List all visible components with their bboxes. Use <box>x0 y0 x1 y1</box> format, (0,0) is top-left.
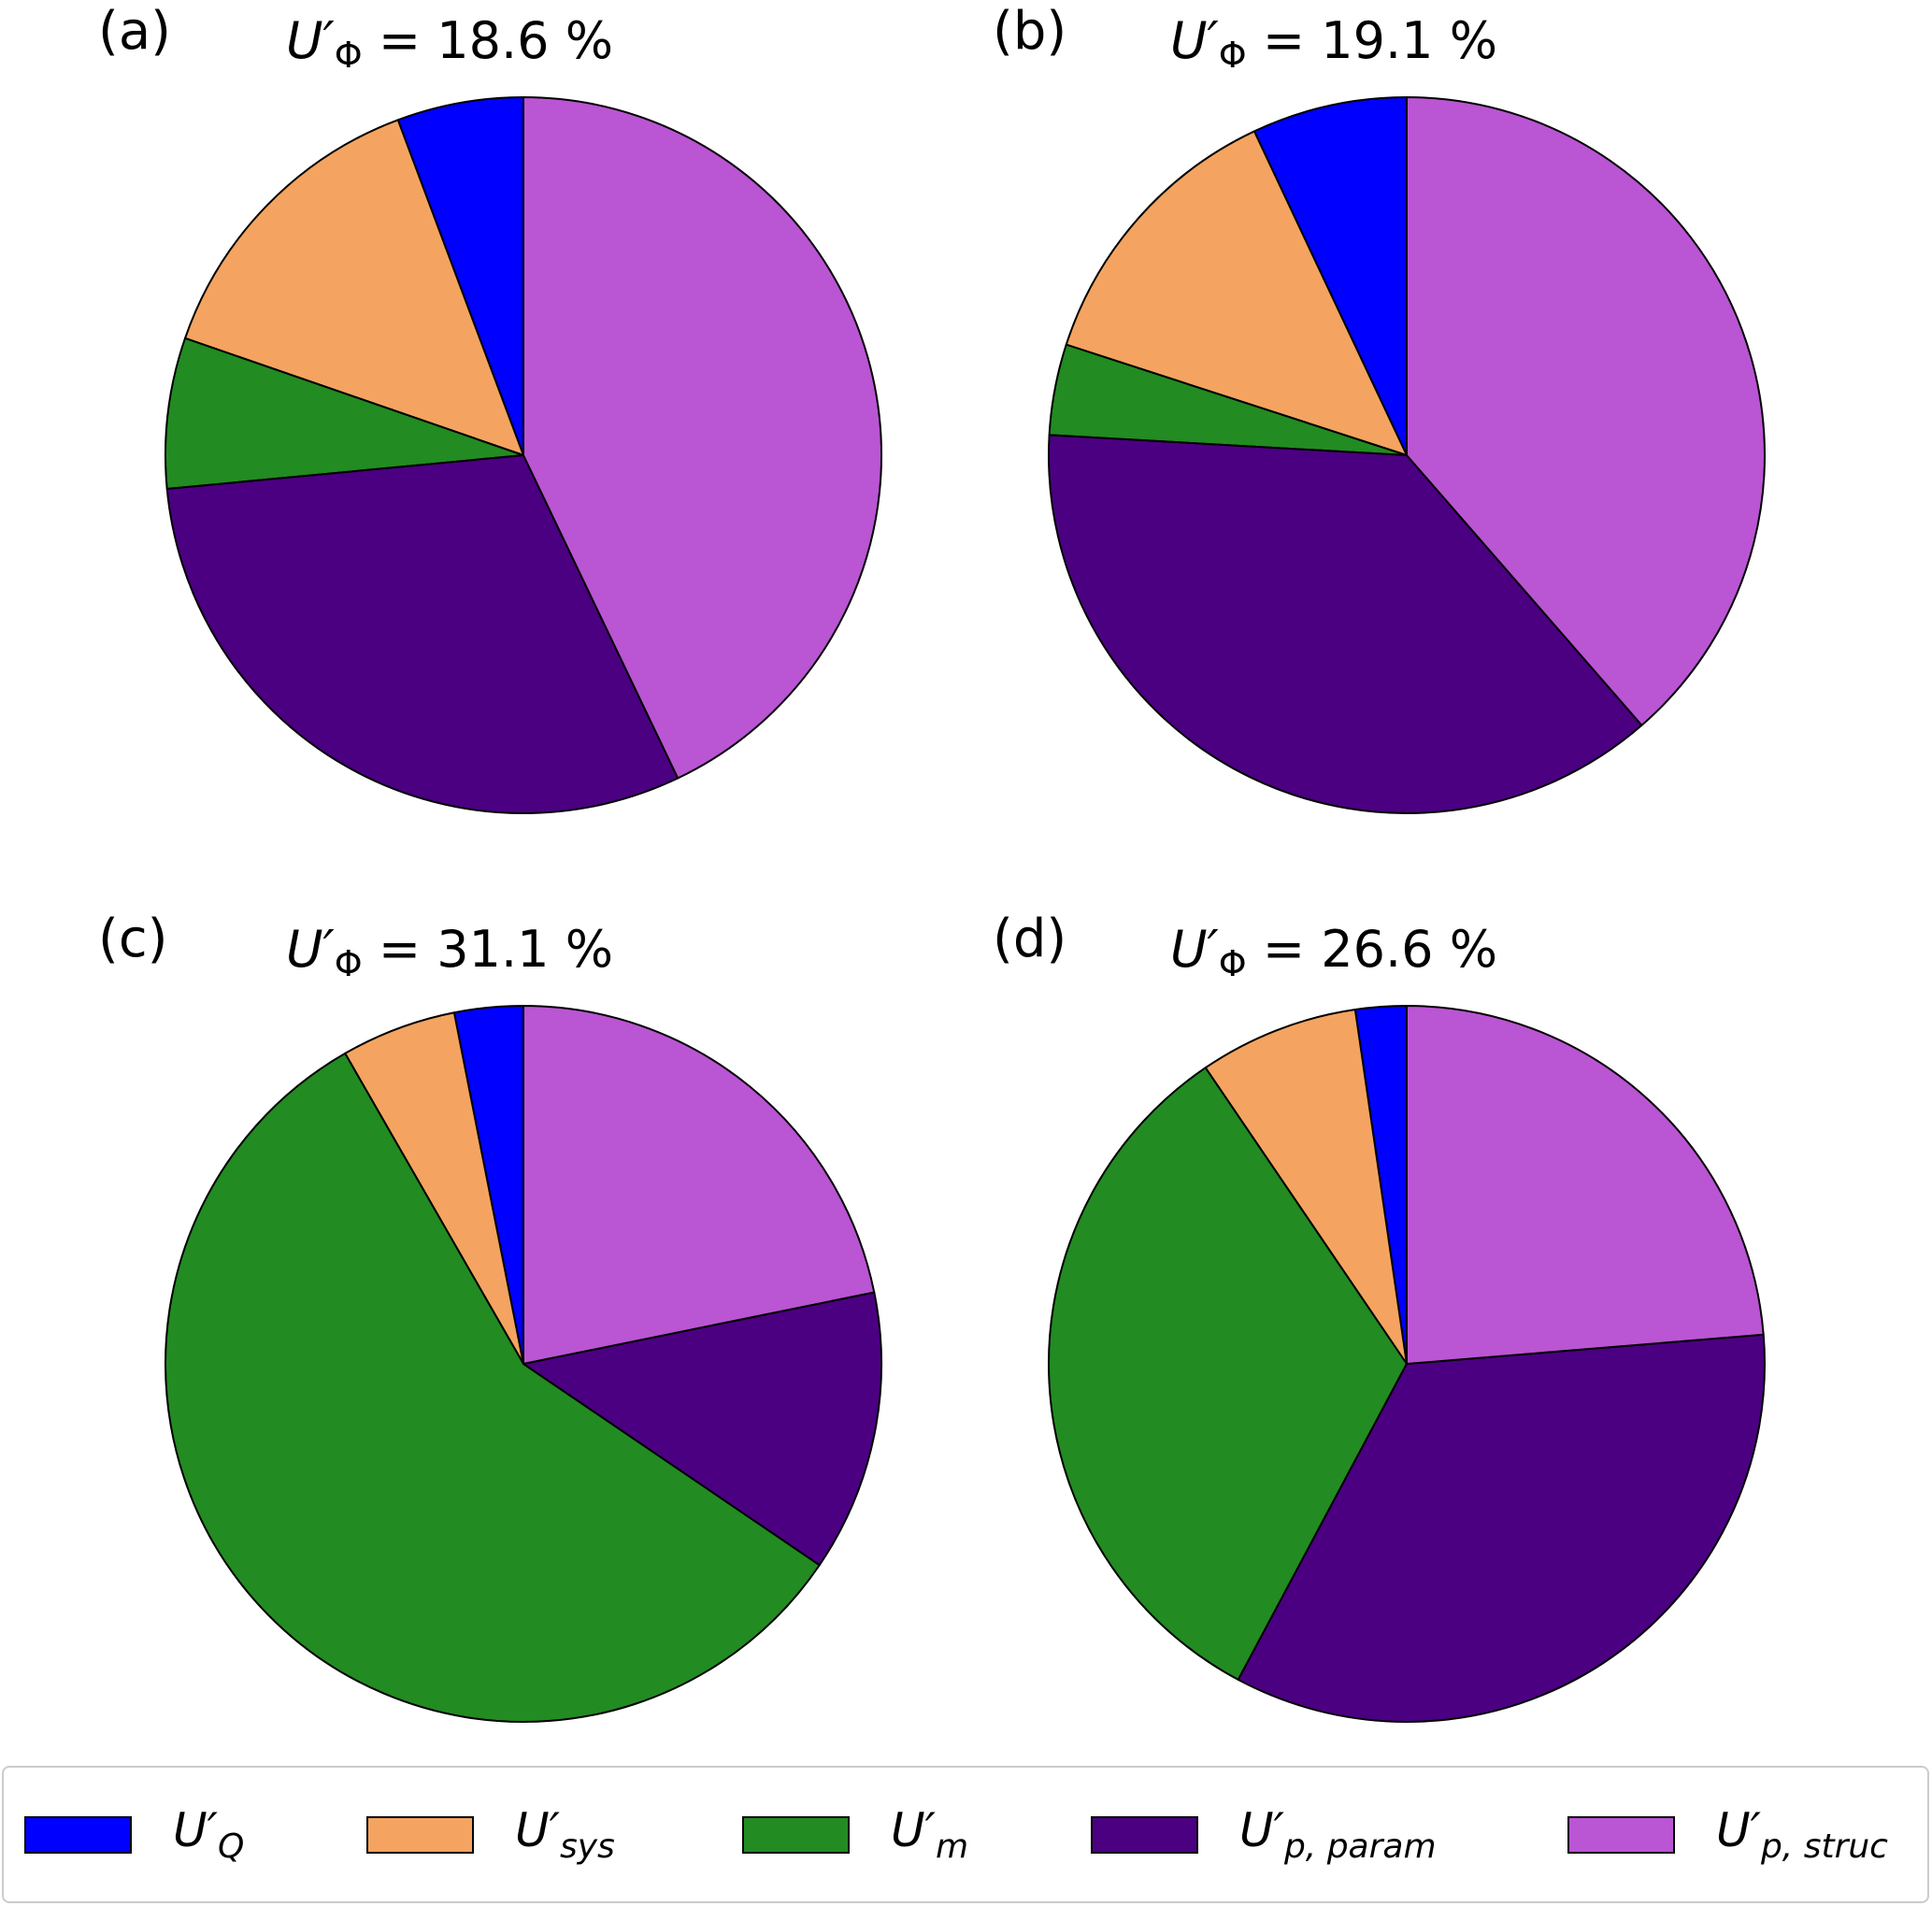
pie-slice-b-usys <box>1065 130 1408 456</box>
legend-label-usys: U′sys <box>515 1803 615 1866</box>
pie-slice-b-uq <box>1252 96 1408 456</box>
legend-swatch-usys <box>366 1815 474 1854</box>
pie-slice-b-up-param <box>1048 434 1643 814</box>
legend-label-uq: U′Q <box>173 1803 245 1866</box>
legend-swatch-uq <box>24 1815 132 1854</box>
legend-label-um: U′m <box>891 1803 969 1866</box>
pie-slice-c-up-param <box>522 1291 882 1567</box>
legend-entry-uq: U′Q <box>24 1768 244 1901</box>
pie-slice-b-up-struc <box>1406 96 1766 726</box>
pie-panel-d: (d) U′Φ = 26.6 % <box>993 909 1766 1723</box>
panel-label-a: (a) <box>98 1 171 62</box>
panel-label-d: (d) <box>993 909 1066 969</box>
pie-slice-d-up-param <box>1237 1333 1766 1723</box>
legend-entry-up-struc: U′p, struc <box>1567 1768 1888 1901</box>
legend-label-up-param: U′p, param <box>1239 1803 1437 1866</box>
panel-title-b: U′Φ = 19.1 % <box>1170 11 1497 76</box>
pie-slice-d-up-struc <box>1406 1005 1765 1365</box>
legend-entry-um: U′m <box>742 1768 968 1901</box>
legend-label-up-struc: U′p, struc <box>1716 1803 1888 1866</box>
legend: U′Q U′sys U′m U′p, param U′p, struc <box>2 1766 1929 1903</box>
pie-slice-a-uq <box>396 96 524 456</box>
legend-swatch-up-param <box>1091 1815 1198 1854</box>
legend-entry-up-param: U′p, param <box>1091 1768 1437 1901</box>
panel-label-b: (b) <box>993 1 1066 62</box>
pie-slice-d-usys <box>1204 1008 1408 1365</box>
panel-title-a: U′Φ = 18.6 % <box>286 11 613 76</box>
panel-title-d: U′Φ = 26.6 % <box>1170 920 1497 984</box>
pie-slice-a-um <box>165 337 524 491</box>
pie-slice-c-um <box>165 1052 821 1724</box>
pie-slice-a-up-param <box>165 454 680 814</box>
panel-label-c: (c) <box>98 909 167 969</box>
legend-swatch-um <box>742 1815 850 1854</box>
pie-slice-a-usys <box>184 119 524 456</box>
pie-slice-c-up-struc <box>522 1005 876 1365</box>
pie-slice-a-up-struc <box>522 96 882 780</box>
legend-entry-usys: U′sys <box>366 1768 615 1901</box>
legend-swatch-up-struc <box>1567 1815 1675 1854</box>
pie-slice-d-um <box>1048 1067 1408 1681</box>
pie-panel-a: (a) U′Φ = 18.6 % <box>98 1 882 814</box>
panel-title-c: U′Φ = 31.1 % <box>286 920 613 984</box>
pie-panel-c: (c) U′Φ = 31.1 % <box>98 909 882 1724</box>
pie-panel-b: (b) U′Φ = 19.1 % <box>993 1 1766 814</box>
